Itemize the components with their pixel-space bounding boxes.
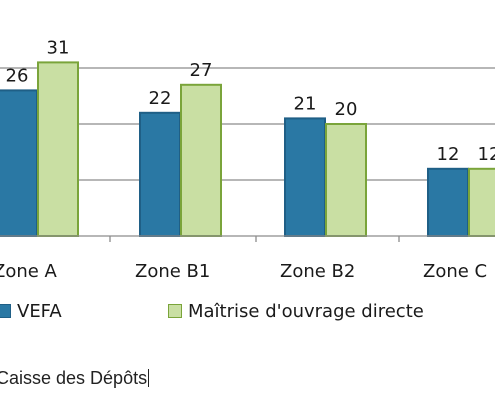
legend-item-maitrise: Maîtrise d'ouvrage directe: [168, 296, 424, 326]
bar-maitrise-zone-b1: [180, 83, 222, 237]
legend-item-vefa: VEFA: [0, 296, 62, 326]
legend: VEFA Maîtrise d'ouvrage directe: [0, 296, 495, 326]
data-label-vefa-zone-b1: 22: [149, 88, 172, 109]
bar-chart: 26 31 22 27 21 20 12 12 Zone A Zone B1 Zone B2 Zone…: [0, 37, 495, 282]
bar-maitrise-zone-c: [468, 167, 495, 237]
x-tick-label-zone-a: Zone A: [0, 261, 58, 282]
source-text: Caisse des Dépôts: [0, 368, 148, 388]
data-label-maitrise-zone-c: 12: [478, 144, 495, 165]
legend-swatch-vefa: [0, 304, 11, 318]
bar-vefa-zone-c: [427, 167, 469, 237]
data-label-vefa-zone-a: 26: [6, 65, 29, 86]
data-label-maitrise-zone-b2: 20: [335, 99, 358, 120]
data-label-vefa-zone-b2: 21: [294, 93, 317, 114]
data-label-vefa-zone-c: 12: [437, 144, 460, 165]
legend-label-maitrise: Maîtrise d'ouvrage directe: [188, 300, 424, 322]
data-label-maitrise-zone-a: 31: [47, 37, 70, 58]
x-tick-label-zone-c: Zone C: [423, 261, 487, 282]
bar-maitrise-zone-b2: [325, 123, 367, 237]
bar-vefa-zone-b2: [284, 117, 326, 237]
legend-swatch-maitrise: [168, 304, 182, 318]
data-label-maitrise-zone-b1: 27: [190, 60, 213, 81]
legend-label-vefa: VEFA: [17, 300, 62, 322]
source-note: Caisse des Dépôts: [0, 368, 150, 389]
text-cursor: [148, 369, 150, 387]
bar-maitrise-zone-a: [37, 61, 79, 238]
bar-vefa-zone-a: [0, 89, 38, 238]
x-tick-label-zone-b1: Zone B1: [135, 261, 210, 282]
x-tick-label-zone-b2: Zone B2: [280, 261, 355, 282]
bar-vefa-zone-b1: [139, 111, 181, 237]
